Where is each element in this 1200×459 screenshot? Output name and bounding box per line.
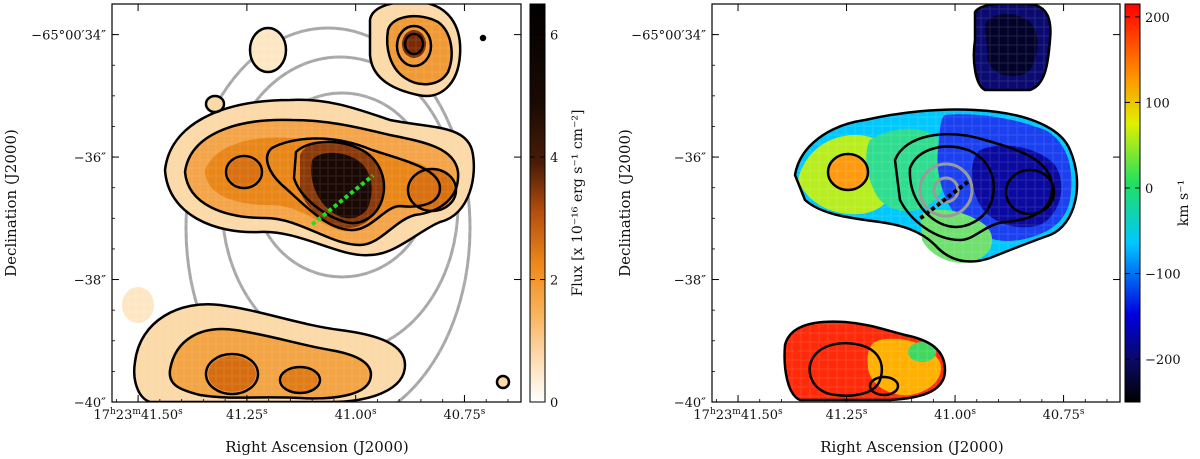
left-contour-north-4 (403, 32, 425, 56)
right-slit-line (919, 179, 970, 220)
left-contour-south-4 (278, 365, 322, 395)
y-tick-label: −36″ (674, 151, 706, 166)
y-tick-label: −65°00′34″ (631, 29, 706, 44)
right-contour-north-outline (972, 4, 1052, 92)
left-ylabel: Declination (J2000) (2, 129, 20, 277)
right-colorbar-label: km s⁻¹ (1176, 180, 1192, 226)
left-colorbar-label: Flux [x 10⁻¹⁶ erg s⁻¹ cm⁻²] (570, 110, 586, 297)
right-colorbar-ticks: −200 −100 0 100 200 (1125, 11, 1181, 368)
right-gray-contour-2 (932, 176, 960, 204)
right-plot-border (711, 3, 1121, 403)
colorbar-tick-label: −100 (1145, 268, 1181, 283)
left-contour-patch-se (495, 374, 511, 390)
right-pixel-grid (712, 4, 1120, 402)
left-contour-south-1 (133, 303, 407, 402)
left-contour-south-2 (168, 327, 373, 400)
left-contour-patch-w (204, 94, 226, 114)
x-tick-label: 41.25s (826, 407, 868, 423)
colorbar-tick-label: 6 (550, 29, 558, 44)
colorbar-tick-label: 2 (550, 274, 558, 289)
right-panel: 17h23m41.50s 41.25s 41.00s 40.75s −65°00′34″… (616, 3, 1192, 456)
right-colorbar (1124, 3, 1141, 403)
left-plot-border (111, 3, 522, 403)
left-pixel-grid (112, 4, 521, 402)
left-flux-map (112, 4, 521, 402)
left-panel: 17h23m41.50s 41.25s 41.00s 40.75s −65°00′34″… (2, 3, 586, 456)
y-tick-label: −38″ (74, 274, 106, 289)
left-contour-central-4 (292, 140, 386, 225)
left-colorbar-ticks: 0 2 4 6 (530, 29, 558, 411)
right-xlabel: Right Ascension (J2000) (820, 438, 1003, 456)
left-black-contours (133, 4, 511, 402)
x-tick-label: 17h23m41.50s (93, 407, 183, 423)
left-contour-north-2 (386, 15, 453, 86)
right-gray-contour-1 (918, 162, 974, 218)
left-contour-dot (479, 34, 487, 42)
colorbar-tick-label: 0 (1145, 182, 1153, 197)
x-tick-label: 41.25s (226, 407, 268, 423)
x-tick-label: 40.75s (444, 407, 486, 423)
left-contour-central-2 (183, 118, 460, 247)
right-contour-south-2 (808, 341, 884, 397)
right-velocity-map (712, 4, 1120, 402)
right-ylabel: Declination (J2000) (616, 129, 634, 277)
colorbar-tick-label: 4 (550, 151, 558, 166)
colorbar-tick-label: 0 (550, 396, 558, 411)
left-colorbar (529, 3, 546, 403)
y-tick-label: −40″ (674, 396, 706, 411)
y-tick-label: −38″ (674, 274, 706, 289)
x-tick-label: 41.00s (335, 407, 377, 423)
y-tick-label: −65°00′34″ (31, 29, 106, 44)
x-tick-label: 17h23m41.50s (693, 407, 783, 423)
left-contour-central-3 (265, 137, 442, 232)
left-contour-south-3 (204, 352, 260, 396)
x-tick-label: 41.00s (934, 407, 976, 423)
y-tick-label: −40″ (74, 396, 106, 411)
right-contour-south-outline (783, 320, 947, 402)
colorbar-tick-label: −200 (1145, 353, 1181, 368)
right-contour-central-outline (793, 108, 1079, 263)
x-tick-label: 40.75s (1043, 407, 1085, 423)
right-contour-south-3 (868, 375, 900, 397)
left-contour-west-knot (224, 154, 264, 190)
left-axis-ticks: 17h23m41.50s 41.25s 41.00s 40.75s −65°00′34″… (31, 4, 521, 423)
colorbar-tick-label: 200 (1145, 11, 1170, 26)
right-axis-ticks: 17h23m41.50s 41.25s 41.00s 40.75s −65°00′34″… (631, 4, 1120, 423)
left-contour-north-3 (395, 24, 433, 68)
y-tick-label: −36″ (74, 151, 106, 166)
left-slit-line (310, 173, 375, 226)
right-contour-west (826, 152, 870, 192)
right-contour-central-2 (893, 133, 1054, 242)
left-contour-north-1 (368, 4, 462, 98)
right-contour-east (1004, 168, 1056, 216)
left-xlabel: Right Ascension (J2000) (225, 438, 408, 456)
left-contour-central-1 (163, 98, 476, 257)
right-gray-contours (918, 162, 974, 218)
colorbar-tick-label: 100 (1145, 96, 1170, 111)
left-contour-patch-nw (248, 26, 288, 74)
left-contour-east-knot (406, 167, 458, 213)
